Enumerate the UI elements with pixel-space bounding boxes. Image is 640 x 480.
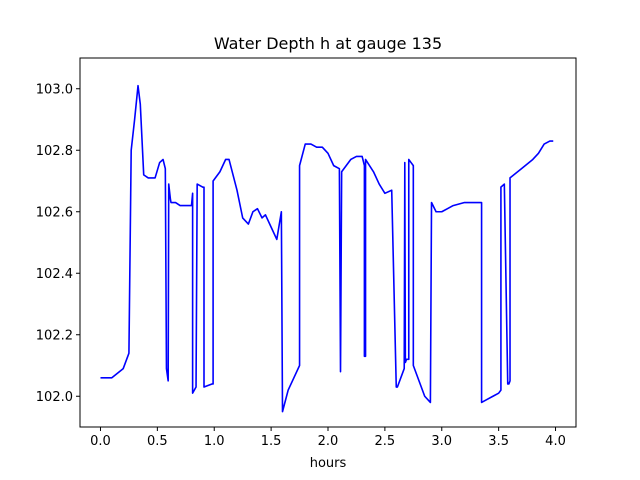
y-tick-label: 102.2: [36, 328, 73, 343]
x-tick-label: 1.5: [261, 434, 282, 449]
x-tick-label: 3.5: [488, 434, 509, 449]
y-tick-label: 102.4: [36, 267, 73, 282]
y-tick-label: 102.8: [36, 144, 73, 159]
x-tick-label: 0.0: [90, 434, 111, 449]
x-tick-label: 0.5: [147, 434, 168, 449]
y-axis: 102.0 102.2 102.4 102.6 102.8 103.0: [36, 82, 80, 405]
series-line-0: [100, 84, 554, 413]
x-tick-label: 2.0: [318, 434, 339, 449]
x-axis: 0.0 0.5 1.0 1.5 2.0 2.5 3.0 3.5 4.0: [90, 427, 566, 449]
x-axis-label: hours: [310, 456, 347, 471]
x-tick-label: 2.5: [375, 434, 396, 449]
y-tick-label: 103.0: [36, 82, 73, 97]
y-tick-label: 102.0: [36, 390, 73, 405]
y-tick-label: 102.6: [36, 205, 73, 220]
x-tick-label: 1.0: [204, 434, 225, 449]
x-tick-label: 4.0: [545, 434, 566, 449]
series-line-group: [100, 84, 554, 413]
x-tick-label: 3.0: [431, 434, 452, 449]
chart-title: Water Depth h at gauge 135: [214, 34, 442, 53]
